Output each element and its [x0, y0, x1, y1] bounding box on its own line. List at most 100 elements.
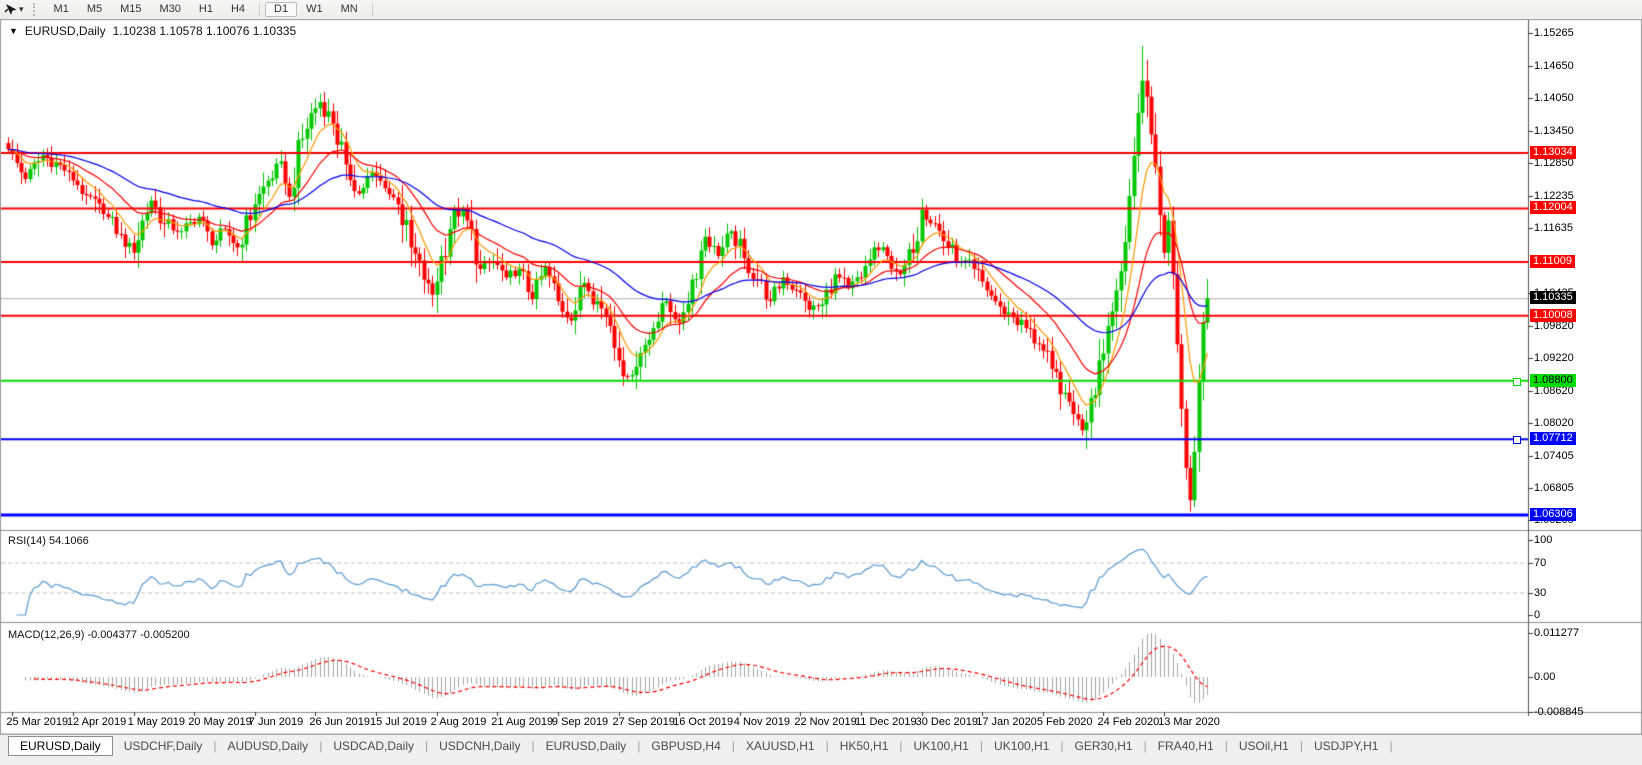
price-axis-tick: 1.12850: [1534, 156, 1574, 169]
price-axis-tick: 1.08020: [1534, 416, 1574, 429]
price-axis-tick: 1.09220: [1534, 352, 1574, 365]
time-axis-label: 11 Dec 2019: [855, 716, 917, 728]
price-axis-tick: 1.14050: [1534, 92, 1574, 105]
tab-divider: |: [1060, 739, 1064, 753]
time-axis-label: 4 Nov 2019: [733, 716, 791, 728]
hline-price-chip[interactable]: 1.06306: [1530, 507, 1576, 521]
chart-tab-uk100-h1[interactable]: UK100,H1: [913, 739, 969, 753]
chart-tab-xauusd-h1[interactable]: XAUUSD,H1: [745, 739, 815, 753]
current-price-chip: 1.10335: [1530, 291, 1576, 305]
chart-window: ▼ EURUSD,Daily 1.10238 1.10578 1.10076 1…: [0, 19, 1642, 735]
tab-divider: |: [825, 739, 829, 753]
tab-divider: |: [213, 739, 217, 753]
cursor-tool-button[interactable]: ▾: [0, 1, 28, 18]
time-axis-label: 13 Mar 2020: [1158, 716, 1220, 728]
timeframe-button-w1[interactable]: W1: [306, 3, 323, 15]
chart-tab-ger30-h1[interactable]: GER30,H1: [1074, 739, 1133, 753]
timeframe-button-h1[interactable]: H1: [198, 3, 213, 15]
chart-tab-usoil-h1[interactable]: USOil,H1: [1238, 739, 1289, 753]
time-axis-label: 21 Aug 2019: [491, 716, 554, 728]
time-axis-label: 9 Sep 2019: [551, 716, 609, 728]
tab-divider: |: [637, 739, 641, 753]
timeframe-button-m30[interactable]: M30: [159, 3, 181, 15]
timeframe-button-m1[interactable]: M1: [53, 3, 69, 15]
chart-tab-hk50-h1[interactable]: HK50,H1: [839, 739, 889, 753]
chart-tab-audusd-daily[interactable]: AUDUSD,Daily: [227, 739, 309, 753]
time-axis-label: 12 Apr 2019: [66, 716, 127, 728]
rsi-indicator-label: RSI(14) 54.1066: [8, 535, 89, 547]
chart-tab-usdcnh-daily[interactable]: USDCNH,Daily: [439, 739, 521, 753]
macd-indicator-label: MACD(12,26,9) -0.004377 -0.005200: [8, 629, 190, 641]
tab-divider: |: [1389, 739, 1393, 753]
timeframe-button-group: M1 M5 M15 M30 H1 H4 D1 W1 MN: [45, 2, 378, 17]
cursor-arrow-icon: [4, 3, 17, 16]
tab-divider: |: [531, 739, 535, 753]
tab-divider: |: [899, 739, 903, 753]
time-axis-label: 25 Mar 2019: [6, 716, 69, 728]
rsi-scale-label: 30: [1534, 586, 1547, 599]
toolbar-grip: [32, 3, 38, 16]
time-axis-label: 26 Jun 2019: [309, 716, 370, 728]
time-axis-label: 27 Sep 2019: [612, 716, 675, 728]
price-axis-tick: 1.07405: [1534, 449, 1574, 462]
rsi-scale-label: 70: [1534, 556, 1547, 569]
chart-tab-uk100-h1[interactable]: UK100,H1: [994, 739, 1050, 753]
collapse-icon[interactable]: ▼: [9, 26, 18, 36]
hline-price-chip[interactable]: 1.11009: [1530, 254, 1575, 268]
hline-drag-handle[interactable]: [1513, 436, 1521, 445]
chart-symbol-period: EURUSD,Daily: [24, 24, 106, 38]
tab-divider: |: [1143, 739, 1147, 753]
timeframe-button-m5[interactable]: M5: [86, 3, 103, 15]
time-axis-label: 1 May 2019: [127, 716, 186, 728]
chart-tab-gbpusd-h4[interactable]: GBPUSD,H4: [651, 739, 721, 753]
rsi-scale-label: 100: [1534, 534, 1553, 546]
time-axis-label: 2 Aug 2019: [430, 716, 487, 728]
price-axis-tick: 1.11635: [1534, 222, 1573, 235]
hline-price-chip[interactable]: 1.08800: [1530, 373, 1576, 387]
macd-scale-label: 0.011277: [1534, 626, 1580, 639]
tab-divider: |: [1299, 739, 1303, 753]
time-axis-label: 30 Dec 2019: [915, 716, 979, 728]
price-axis-tick: 1.08620: [1534, 384, 1574, 397]
chart-tab-eurusd-daily[interactable]: EURUSD,Daily: [8, 736, 113, 756]
time-axis-label: 17 Jan 2020: [976, 716, 1037, 728]
hline-drag-handle[interactable]: [1513, 377, 1521, 386]
timeframe-button-mn[interactable]: MN: [340, 3, 358, 15]
time-axis-label: 22 Nov 2019: [794, 716, 857, 728]
hline-price-chip[interactable]: 1.13034: [1530, 146, 1576, 160]
chevron-down-icon: ▾: [19, 4, 24, 14]
price-axis-tick: 1.06805: [1534, 482, 1574, 495]
time-axis-label: 15 Jul 2019: [370, 716, 427, 728]
toolbar: ▾ M1 M5 M15 M30 H1 H4 D1 W1 MN: [0, 0, 1642, 20]
chart-title: ▼ EURUSD,Daily 1.10238 1.10578 1.10076 1…: [9, 24, 296, 38]
tab-divider: |: [979, 739, 984, 753]
hline-price-chip[interactable]: 1.12004: [1530, 201, 1576, 215]
chart-tab-usdjpy-h1[interactable]: USDJPY,H1: [1313, 739, 1379, 753]
chart-tab-fra40-h1[interactable]: FRA40,H1: [1157, 739, 1214, 753]
toolbar-separator: [259, 3, 261, 16]
chart-tab-eurusd-daily[interactable]: EURUSD,Daily: [545, 739, 627, 753]
time-axis-label: 24 Feb 2020: [1097, 716, 1160, 728]
toolbar-separator: [371, 3, 373, 16]
price-axis-tick: 1.12235: [1534, 190, 1574, 202]
tab-divider: |: [425, 739, 429, 753]
chart-tab-usdcad-daily[interactable]: USDCAD,Daily: [333, 739, 414, 753]
timeframe-button-d1[interactable]: D1: [265, 2, 298, 17]
timeframe-button-m15[interactable]: M15: [120, 3, 142, 15]
chart-tabs-bar: EURUSD,Daily USDCHF,Daily | AUDUSD,Daily | US…: [0, 734, 1642, 765]
time-axis-label: 16 Oct 2019: [673, 716, 734, 728]
chart-tab-usdchf-daily[interactable]: USDCHF,Daily: [123, 739, 203, 753]
price-chart-canvas[interactable]: [0, 19, 1642, 735]
tab-divider: |: [731, 739, 735, 753]
chart-ohlc-values: 1.10238 1.10578 1.10076 1.10335: [112, 24, 297, 38]
hline-price-chip[interactable]: 1.10008: [1530, 308, 1576, 322]
time-axis-label: 20 May 2019: [188, 716, 252, 728]
hline-price-chip[interactable]: 1.07712: [1530, 432, 1576, 446]
timeframe-button-h4[interactable]: H4: [230, 3, 246, 15]
price-axis-tick: 1.14650: [1534, 60, 1574, 73]
tab-divider: |: [1224, 739, 1228, 753]
macd-scale-label: -0.008845: [1534, 705, 1584, 718]
rsi-scale-label: 0: [1534, 609, 1541, 621]
price-axis-tick: 1.15265: [1534, 27, 1574, 39]
